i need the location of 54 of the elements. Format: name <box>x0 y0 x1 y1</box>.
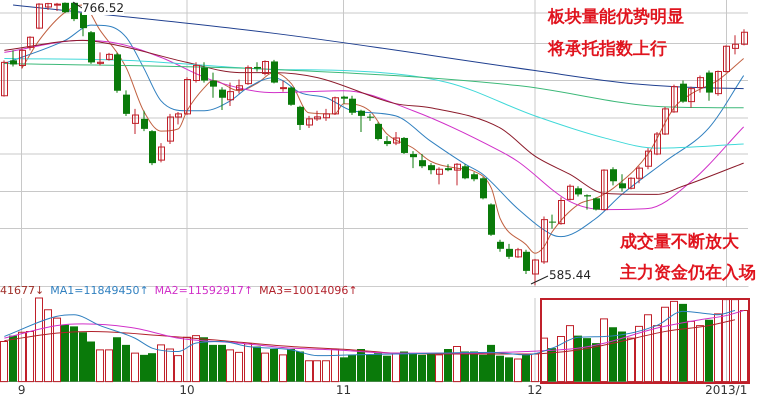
bar <box>279 354 287 382</box>
bar <box>679 304 687 382</box>
candlestick <box>645 148 652 170</box>
x-tick-label: 11 <box>336 382 352 397</box>
x-tick-label: 10 <box>179 382 195 397</box>
bar <box>514 358 522 382</box>
bar <box>548 348 556 382</box>
annotation: 板块量能优势明显 <box>548 6 684 28</box>
candlestick <box>1 60 8 97</box>
annotation: 766.52 <box>82 1 124 15</box>
bar <box>131 352 139 382</box>
annotation: 585.44 <box>549 268 591 282</box>
series-label: MA1=11849450↑ <box>50 284 149 297</box>
candlestick <box>436 167 443 184</box>
bar <box>392 352 400 382</box>
candlestick <box>245 65 252 85</box>
candlestick <box>193 62 200 83</box>
candlestick <box>454 163 461 186</box>
candlestick <box>132 108 139 134</box>
candlestick <box>184 77 191 115</box>
candlestick <box>741 29 748 46</box>
candlestick <box>541 216 548 264</box>
bar <box>444 348 452 382</box>
x-tick-label: 12 <box>527 382 543 397</box>
bar <box>453 346 461 382</box>
candlestick <box>158 143 165 162</box>
candlestick <box>549 214 556 229</box>
annotation: 主力资金仍在入场 <box>620 262 756 284</box>
bar <box>0 340 8 382</box>
candlestick <box>227 82 234 106</box>
bar <box>540 338 548 382</box>
text: MA2=11592917↑ <box>154 284 254 297</box>
annotation: 将承托指数上行 <box>548 38 667 60</box>
bar <box>435 354 443 382</box>
candlestick <box>332 96 339 115</box>
annotation: 成交量不断放大 <box>620 231 739 253</box>
bar <box>9 336 17 382</box>
candlestick <box>732 35 739 54</box>
x-tick-label: 9 <box>18 382 26 397</box>
bar <box>522 354 530 382</box>
bar <box>600 318 608 382</box>
bar <box>705 320 713 382</box>
annotation: 41677↓ <box>0 284 44 297</box>
candlestick <box>688 86 695 108</box>
candlestick <box>558 197 565 225</box>
bar <box>270 348 278 382</box>
bar <box>261 352 269 382</box>
text: MA3=10014096↑ <box>259 284 358 297</box>
candlestick <box>671 84 678 113</box>
x-tick-label: 2013/1 <box>705 382 748 397</box>
candlestick <box>36 3 43 30</box>
candlestick <box>601 169 608 211</box>
bar <box>253 346 261 382</box>
bar <box>531 354 539 382</box>
